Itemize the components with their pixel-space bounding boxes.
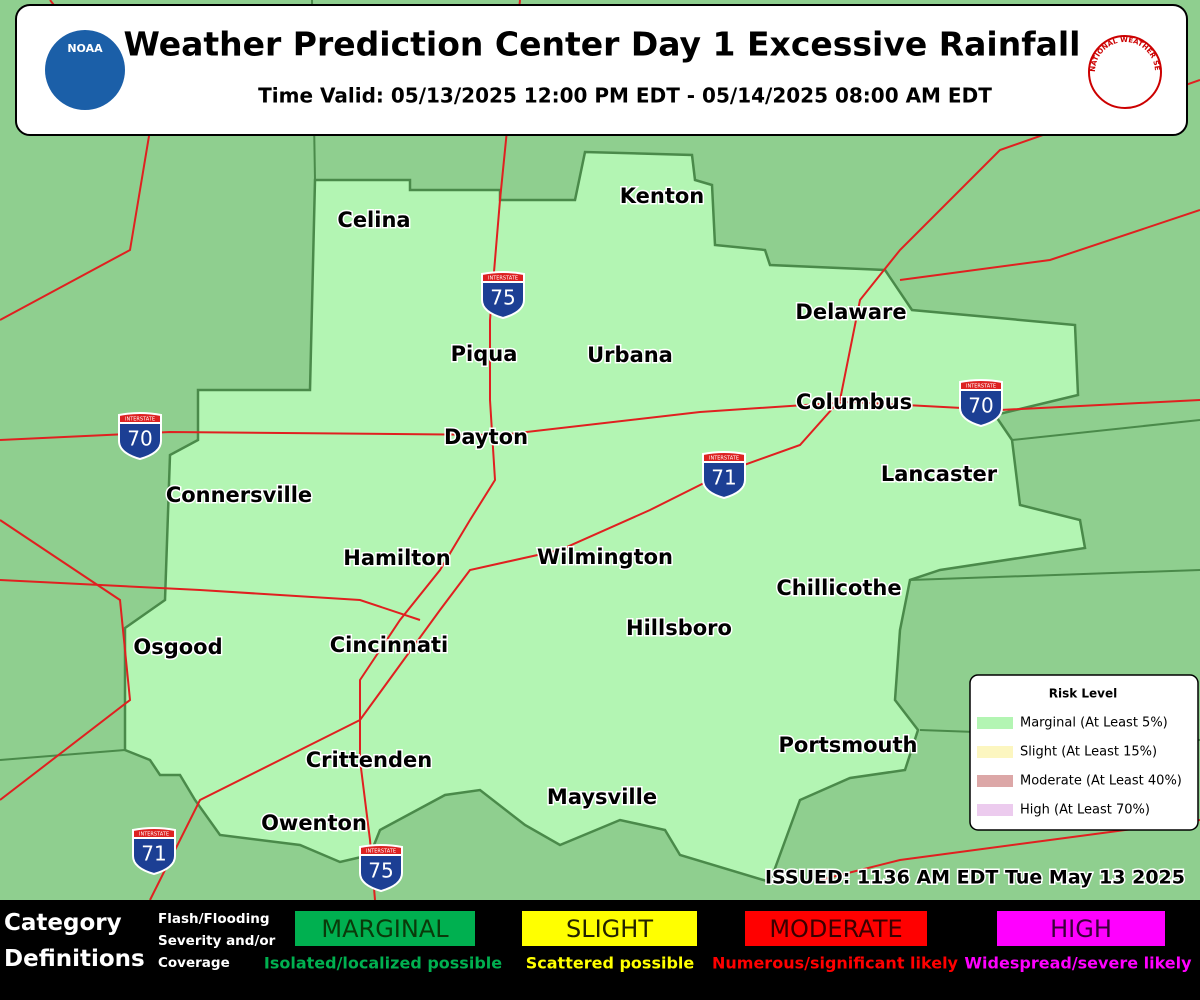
legend-label: Marginal (At Least 5%): [1020, 716, 1168, 731]
legend: Risk Level Marginal (At Least 5%) Slight …: [969, 674, 1199, 831]
legend-swatch: [977, 746, 1013, 758]
footer-note-box: Flash/Flooding Severity and/or Coverage: [158, 911, 276, 971]
category-box: [522, 911, 697, 946]
city-label: Piqua: [451, 342, 518, 366]
shield-body: [118, 422, 162, 461]
shield-body: [359, 854, 403, 893]
city-label: Hamilton: [343, 546, 450, 570]
interstate-shield: INTERSTATE 71: [702, 451, 746, 500]
city-label: Osgood: [133, 635, 222, 659]
city-label: Columbus: [796, 390, 912, 414]
shield-number: 71: [711, 466, 736, 490]
shield-header: INTERSTATE: [709, 456, 739, 462]
category-description: Isolated/localized possible: [264, 954, 502, 973]
city-label: Dayton: [444, 425, 528, 449]
footer: Category Definitions Flash/Flooding Seve…: [0, 900, 1200, 1000]
category-description: Numerous/significant likely: [712, 954, 959, 973]
shield-number: 75: [490, 286, 515, 310]
category-description: Widespread/severe likely: [964, 954, 1192, 973]
footer-heading-box: Category Definitions: [4, 910, 145, 972]
city-label: Lancaster: [881, 462, 998, 486]
shield-number: 71: [141, 842, 166, 866]
legend-label: Slight (At Least 15%): [1020, 745, 1157, 760]
header: NOAA NATIONAL WEATHER SERVICE Weather Pr…: [0, 0, 1188, 136]
legend-label: High (At Least 70%): [1020, 803, 1150, 818]
legend-box: [969, 674, 1199, 831]
city-label: Connersville: [166, 483, 312, 507]
shields: INTERSTATE75INTERSTATE70INTERSTATE70INTE…: [118, 271, 1003, 893]
interstate-shield: INTERSTATE 70: [959, 379, 1003, 428]
shield-top: [959, 379, 1003, 391]
interstate-shield: INTERSTATE 70: [118, 412, 162, 461]
city-label: Wilmington: [537, 545, 673, 569]
shield-number: 70: [968, 394, 993, 418]
shield-number: 70: [127, 427, 152, 451]
time-valid: Time Valid: 05/13/2025 12:00 PM EDT - 05…: [258, 84, 992, 108]
category-name: MARGINAL: [321, 915, 449, 943]
city-label: Maysville: [547, 785, 657, 809]
category-box: [997, 911, 1165, 946]
interstate-shield: INTERSTATE 75: [359, 844, 403, 893]
issued: ISSUED: 1136 AM EDT Tue May 13 2025: [765, 867, 1185, 889]
city-label: Portsmouth: [779, 733, 918, 757]
shield-header: INTERSTATE: [966, 384, 996, 390]
noaa-logo: [45, 30, 125, 110]
marginal-area: [123, 150, 1087, 884]
legend-swatch: [977, 804, 1013, 816]
shield-top: [132, 827, 176, 839]
category-name: HIGH: [1050, 915, 1112, 943]
city-label: Delaware: [795, 300, 906, 324]
nws-logo: [1088, 35, 1162, 109]
interstate-shield: INTERSTATE 75: [481, 271, 525, 320]
interstate-shield: INTERSTATE 71: [132, 827, 176, 876]
shield-top: [118, 412, 162, 424]
category-description: Scattered possible: [526, 954, 695, 973]
city-label: Urbana: [587, 343, 673, 367]
city-label: Kenton: [620, 184, 705, 208]
legend-swatch: [977, 775, 1013, 787]
header-box: [15, 4, 1188, 136]
legend-label: Moderate (At Least 40%): [1020, 774, 1182, 789]
shield-header: INTERSTATE: [139, 832, 169, 838]
shield-body: [702, 461, 746, 500]
category-name: SLIGHT: [566, 915, 653, 943]
shield-body: [481, 281, 525, 320]
shield-top: [702, 451, 746, 463]
footer-note: Flash/Flooding Severity and/or Coverage: [158, 911, 276, 971]
city-label: Chillicothe: [776, 576, 901, 600]
shield-top: [359, 844, 403, 856]
shield-header: INTERSTATE: [488, 276, 518, 282]
city-label: Celina: [337, 208, 410, 232]
cities: Kenton Celina Delaware Piqua Urbana Columbus D…: [132, 183, 999, 837]
shield-header: INTERSTATE: [366, 849, 396, 855]
shield-number: 75: [368, 859, 393, 883]
city-label: Owenton: [261, 811, 367, 835]
footer-heading: Category Definitions: [4, 910, 145, 972]
shield-body: [959, 389, 1003, 428]
category-box: [745, 911, 927, 946]
city-label: Crittenden: [306, 748, 432, 772]
noaa-logo-text: NOAA: [67, 42, 103, 55]
category-box: [295, 911, 475, 946]
legend-title: Risk Level: [1049, 687, 1118, 701]
shield-body: [132, 837, 176, 876]
city-label: Hillsboro: [626, 616, 732, 640]
title: Weather Prediction Center Day 1 Excessiv…: [124, 25, 1081, 64]
shield-top: [481, 271, 525, 283]
city-label: Cincinnati: [330, 633, 449, 657]
shield-header: INTERSTATE: [125, 417, 155, 423]
legend-swatch: [977, 717, 1013, 729]
category-name: MODERATE: [769, 915, 902, 943]
